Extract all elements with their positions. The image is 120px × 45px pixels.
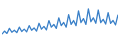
chart-container — [0, 0, 120, 45]
series-line — [2, 9, 118, 34]
plot-area — [2, 9, 118, 34]
chart — [0, 0, 120, 45]
